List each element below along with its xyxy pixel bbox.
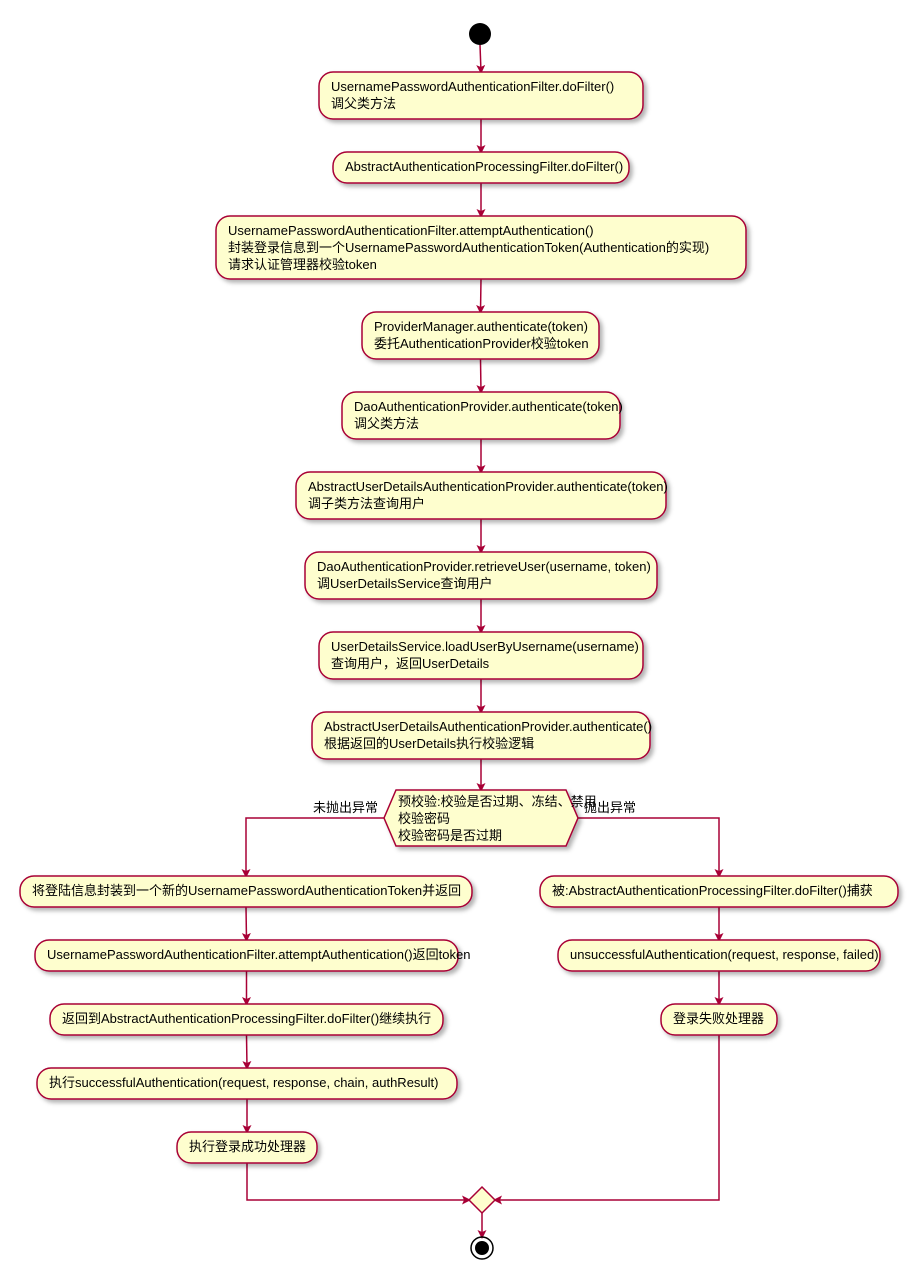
activity-text: 委托AuthenticationProvider校验token <box>374 336 589 351</box>
activity-text: 调父类方法 <box>354 416 419 431</box>
edge <box>481 359 482 392</box>
activity-text: 根据返回的UserDetails执行校验逻辑 <box>324 736 534 751</box>
activity-text: ProviderManager.authenticate(token) <box>374 319 588 334</box>
edge <box>495 1035 719 1200</box>
edge <box>578 818 719 876</box>
activity-text: AbstractUserDetailsAuthenticationProvide… <box>324 719 652 734</box>
activity-text: 登录失败处理器 <box>673 1011 764 1026</box>
activity-diagram: UsernamePasswordAuthenticationFilter.doF… <box>0 0 914 1280</box>
edge <box>480 45 481 72</box>
edge <box>481 279 482 312</box>
decision-text: 校验密码是否过期 <box>398 828 502 843</box>
decision-text: 校验密码 <box>398 811 450 826</box>
activity-text: UsernamePasswordAuthenticationFilter.att… <box>228 223 594 238</box>
start-node <box>469 23 491 45</box>
activity-text: 执行successfulAuthentication(request, resp… <box>49 1075 438 1090</box>
activity-text: unsuccessfulAuthentication(request, resp… <box>570 947 879 962</box>
activity-text: 调UserDetailsService查询用户 <box>317 576 493 591</box>
activity-text: AbstractUserDetailsAuthenticationProvide… <box>308 479 668 494</box>
edge <box>247 1163 469 1200</box>
edge <box>246 818 384 876</box>
activity-text: 调子类方法查询用户 <box>308 496 425 511</box>
end-node-dot <box>475 1241 489 1255</box>
activity-text: 调父类方法 <box>331 96 396 111</box>
activity-text: 封装登录信息到一个UsernamePasswordAuthenticationT… <box>228 240 709 255</box>
edge-label-left: 未抛出异常 <box>313 800 378 815</box>
activity-text: UsernamePasswordAuthenticationFilter.att… <box>47 947 470 962</box>
decision-text: 预校验:校验是否过期、冻结、禁用 <box>398 794 597 809</box>
activity-text: AbstractAuthenticationProcessingFilter.d… <box>345 159 623 174</box>
activity-text: 执行登录成功处理器 <box>189 1139 306 1154</box>
activity-text: DaoAuthenticationProvider.retrieveUser(u… <box>317 559 651 574</box>
activity-text: 被:AbstractAuthenticationProcessingFilter… <box>552 883 873 898</box>
activity-text: 请求认证管理器校验token <box>228 257 377 272</box>
edge-label-right: 抛出异常 <box>584 800 636 815</box>
merge-diamond <box>469 1187 495 1213</box>
edge <box>246 907 247 940</box>
edge <box>247 1035 248 1068</box>
activity-text: 返回到AbstractAuthenticationProcessingFilte… <box>62 1011 431 1026</box>
activity-text: UserDetailsService.loadUserByUsername(us… <box>331 639 639 654</box>
activity-text: DaoAuthenticationProvider.authenticate(t… <box>354 399 623 414</box>
activity-text: UsernamePasswordAuthenticationFilter.doF… <box>331 79 614 94</box>
activity-text: 查询用户，返回UserDetails <box>331 656 490 671</box>
activity-text: 将登陆信息封装到一个新的UsernamePasswordAuthenticati… <box>32 883 461 898</box>
